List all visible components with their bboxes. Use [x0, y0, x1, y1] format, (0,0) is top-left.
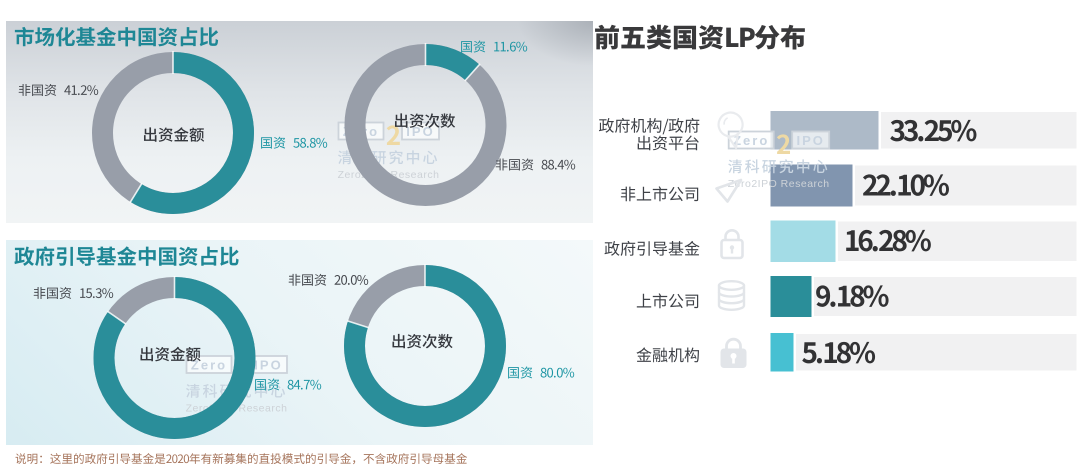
svg-text:Zero: Zero: [733, 133, 769, 148]
svg-text:Zero2IPO Research: Zero2IPO Research: [728, 178, 830, 190]
svg-text:IPO: IPO: [796, 133, 824, 148]
svg-text:IPO: IPO: [254, 358, 282, 373]
svg-text:Zero: Zero: [191, 358, 227, 373]
svg-text:IPO: IPO: [406, 124, 434, 139]
